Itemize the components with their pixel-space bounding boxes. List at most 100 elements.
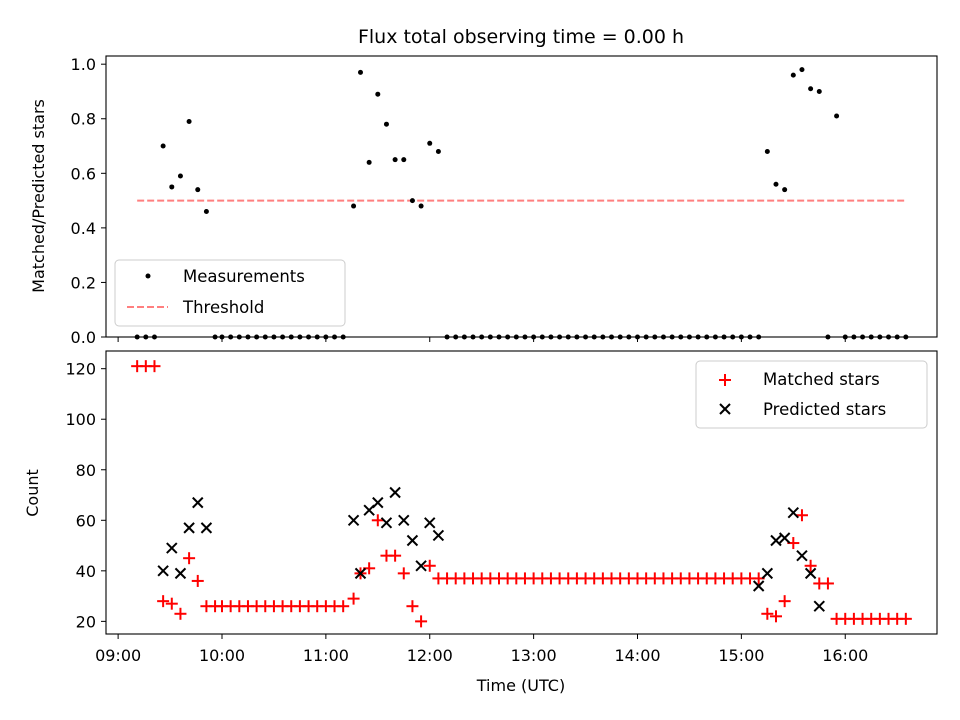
top-panel: 0.0 0.2 0.4 0.6 0.8 1.0 Matched/Predicted sta… <box>29 55 938 347</box>
measurement-point <box>427 140 433 146</box>
predicted-star-point <box>200 522 213 534</box>
matched-star-point <box>415 615 428 628</box>
predicted-star-point <box>347 514 360 527</box>
bottom-legend: Matched stars Predicted stars <box>695 360 928 429</box>
x-tick-label: 16:00 <box>822 646 868 665</box>
predicted-star-point <box>183 522 195 534</box>
predicted-star-point <box>415 560 427 572</box>
measurement-point <box>351 203 357 209</box>
x-tick-label: 09:00 <box>95 646 141 665</box>
predicted-star-point <box>787 507 800 519</box>
measurement-point <box>186 118 192 124</box>
measurement-point <box>401 157 407 163</box>
predicted-star-point <box>424 517 436 529</box>
measurement-point <box>177 173 183 179</box>
bottom-y-tick-label: 40 <box>76 562 96 581</box>
matched-star-point <box>389 549 402 562</box>
measurement-point <box>418 203 424 209</box>
matched-star-point <box>174 607 187 620</box>
top-axes-frame <box>105 55 938 338</box>
legend-threshold-label: Threshold <box>182 298 264 317</box>
predicted-star-point <box>166 542 178 554</box>
top-legend-box <box>114 259 346 327</box>
legend-measurements-label: Measurements <box>183 267 305 286</box>
predicted-star-point <box>770 534 782 547</box>
measurement-point <box>203 209 209 215</box>
legend-predicted-marker <box>719 403 731 415</box>
bottom-y-axis-label: Count <box>23 469 42 517</box>
matched-star-point <box>804 559 817 572</box>
matched-star-point <box>423 559 436 572</box>
matched-star-point <box>371 514 384 527</box>
measurement-point <box>773 181 779 187</box>
bottom-y-tick-label: 60 <box>76 511 96 530</box>
matched-star-point <box>769 610 782 623</box>
legend-measurements-marker <box>145 273 151 279</box>
matched-star-point <box>337 600 350 613</box>
measurement-point <box>782 187 788 193</box>
x-tick-label: 15:00 <box>718 646 764 665</box>
predicted-star-point <box>174 567 187 580</box>
predicted-star-point <box>804 567 817 580</box>
matched-star-point <box>165 597 178 610</box>
measurement-point <box>357 69 363 75</box>
predicted-star-point <box>372 496 384 509</box>
matched-star-point <box>795 509 808 522</box>
measurement-point <box>375 91 381 97</box>
top-legend: Measurements Threshold <box>114 259 346 327</box>
predicted-star-point <box>354 567 367 580</box>
legend-matched-marker <box>719 374 731 386</box>
bottom-y-tick-label: 120 <box>65 360 96 379</box>
predicted-star-point <box>389 486 401 499</box>
matched-star-point <box>761 607 774 620</box>
x-tick-label: 10:00 <box>199 646 245 665</box>
top-y-tick-label: 0.2 <box>71 273 96 292</box>
measurement-point <box>799 67 805 73</box>
measurement-point <box>195 187 201 193</box>
top-y-tick-label: 0.0 <box>71 328 96 347</box>
legend-predicted-label: Predicted stars <box>763 400 886 419</box>
bottom-plot-marks <box>131 360 912 628</box>
matched-star-point <box>899 612 912 625</box>
top-y-tick-label: 0.6 <box>71 164 96 183</box>
measurement-point <box>392 157 398 163</box>
bottom-y-tick-label: 20 <box>76 612 96 631</box>
bottom-y-ticks: 20 40 60 80 100 120 <box>65 360 106 631</box>
predicted-star-point <box>752 580 765 592</box>
predicted-star-point <box>406 534 419 547</box>
legend-matched-label: Matched stars <box>763 370 880 389</box>
bottom-legend-box <box>695 360 928 429</box>
x-tick-label: 11:00 <box>303 646 349 665</box>
bottom-axes-frame <box>105 350 938 635</box>
predicted-star-point <box>796 549 808 562</box>
top-y-tick-label: 1.0 <box>71 55 96 74</box>
x-tick-label: 12:00 <box>407 646 453 665</box>
x-tick-label: 14:00 <box>614 646 660 665</box>
top-y-tick-label: 0.8 <box>71 110 96 129</box>
bottom-panel: 20 40 60 80 100 120 09:00 10:00 11:00 12:00 13:00… <box>23 350 938 695</box>
measurement-point <box>160 143 166 149</box>
predicted-star-point <box>761 567 774 580</box>
measurement-point <box>435 148 441 154</box>
matched-star-point <box>821 577 834 590</box>
bottom-x-ticks: 09:00 10:00 11:00 12:00 13:00 14:00 15:00 16:00 <box>95 634 868 665</box>
measurement-point <box>816 88 822 94</box>
figure-title: Flux total observing time = 0.00 h <box>358 26 684 48</box>
bottom-y-tick-label: 80 <box>76 461 96 480</box>
measurement-point <box>383 121 389 127</box>
predicted-star-point <box>813 600 825 612</box>
x-axis-label: Time (UTC) <box>476 676 565 695</box>
measurement-point <box>409 198 415 204</box>
top-y-ticks: 0.0 0.2 0.4 0.6 0.8 1.0 <box>71 55 106 347</box>
measurement-point <box>808 86 814 92</box>
matched-star-point <box>191 574 204 587</box>
matched-star-point <box>183 552 196 565</box>
top-y-tick-label: 0.4 <box>71 219 96 238</box>
matched-star-point <box>406 600 419 613</box>
top-y-axis-label: Matched/Predicted stars <box>29 99 48 293</box>
predicted-star-point <box>192 496 204 509</box>
measurement-point <box>790 72 796 78</box>
measurement-point <box>366 159 372 165</box>
